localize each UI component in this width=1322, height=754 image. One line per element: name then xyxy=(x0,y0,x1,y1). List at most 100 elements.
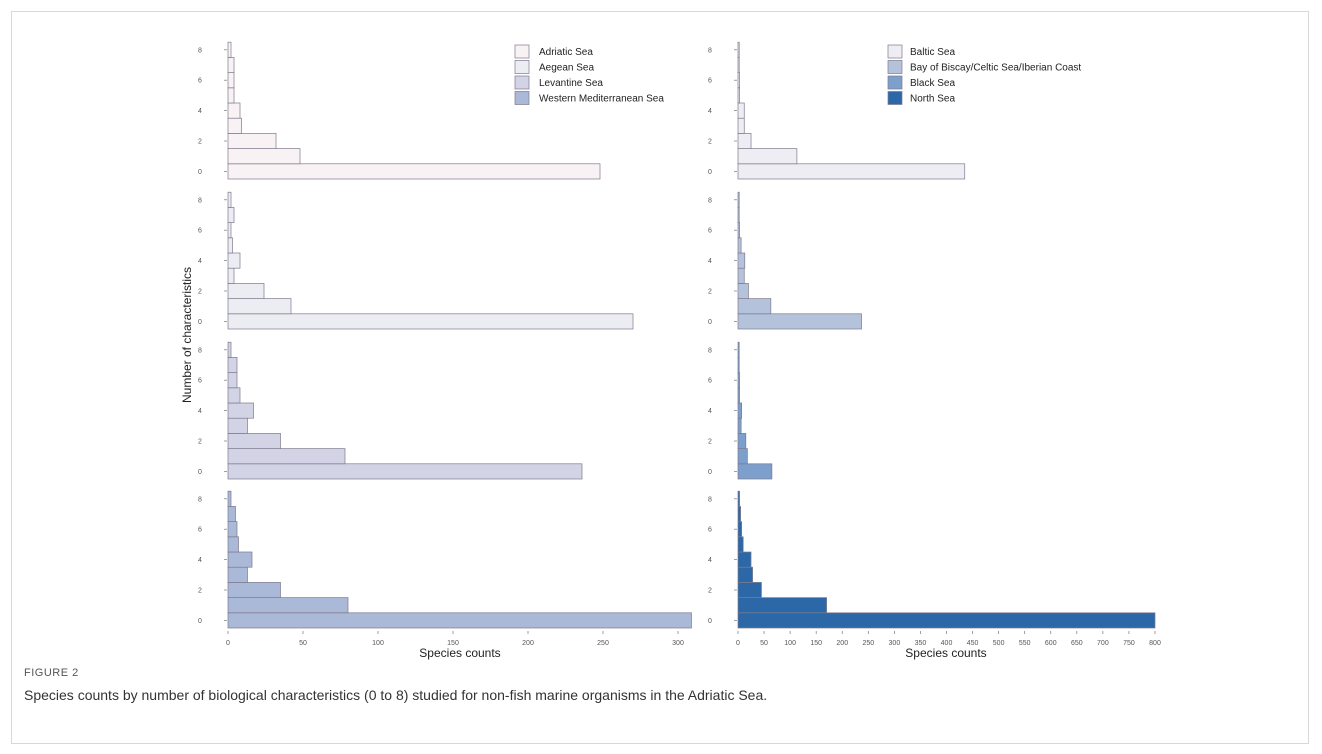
y-tick-label: 0 xyxy=(708,169,712,176)
x-tick-label: 550 xyxy=(1019,640,1031,647)
bar xyxy=(227,612,692,629)
x-tick-label: 650 xyxy=(1071,640,1083,647)
bar xyxy=(737,313,862,330)
bar xyxy=(737,191,740,208)
y-tick-label: 0 xyxy=(708,618,712,625)
bar xyxy=(227,313,634,330)
legend-swatch xyxy=(887,60,903,74)
bar xyxy=(227,341,232,358)
bar xyxy=(227,133,277,149)
bar xyxy=(737,506,741,522)
bar xyxy=(737,566,753,583)
bar xyxy=(227,117,242,134)
bar xyxy=(737,372,740,389)
bar xyxy=(227,148,301,165)
x-axis-2: 0 50 100 150 200 250 300 350 400 450 500 550 600 650 7… xyxy=(736,631,1161,647)
x-tick-label: 200 xyxy=(836,640,848,647)
panel-2-1: 0 2 4 6 8 xyxy=(708,41,966,180)
bar xyxy=(737,148,798,165)
y-tick-label: 8 xyxy=(708,197,712,204)
bar xyxy=(737,551,752,568)
legend-label: Western Mediterranean Sea xyxy=(539,94,664,105)
y-tick-label: 8 xyxy=(708,47,712,54)
y-tick-label: 6 xyxy=(708,378,712,385)
bar xyxy=(737,163,966,180)
y-tick-label: 0 xyxy=(198,469,202,476)
y-tick-label: 0 xyxy=(198,319,202,326)
y-tick-label: 8 xyxy=(708,347,712,354)
x-tick-label: 0 xyxy=(736,640,740,647)
bar xyxy=(227,490,232,507)
bar xyxy=(227,207,235,223)
legend-label: Baltic Sea xyxy=(910,47,955,58)
x-axis-1: 0 50 100 150 200 250 300 xyxy=(226,631,684,647)
bar xyxy=(737,283,749,299)
figure-label: FIGURE 2 xyxy=(24,667,79,679)
x-tick-label: 100 xyxy=(784,640,796,647)
y-tick-label: 6 xyxy=(708,78,712,85)
x-tick-label: 50 xyxy=(299,640,307,647)
bar xyxy=(737,417,742,434)
panel-2-4: 0 2 4 6 8 xyxy=(708,490,1156,629)
y-tick-label: 2 xyxy=(198,439,202,446)
legend-2: Baltic Sea Bay of Biscay/Celtic Sea/Iberi… xyxy=(887,44,1081,105)
bar xyxy=(227,357,238,373)
y-tick-label: 0 xyxy=(198,618,202,625)
y-tick-label: 2 xyxy=(708,139,712,146)
legend-label: Adriatic Sea xyxy=(539,47,593,58)
bar xyxy=(737,237,742,254)
bar xyxy=(227,298,292,315)
bar xyxy=(737,433,747,449)
y-tick-label: 8 xyxy=(198,47,202,54)
y-tick-label: 6 xyxy=(198,378,202,385)
bar xyxy=(227,41,232,58)
panel-1-1: 0 2 4 6 8 xyxy=(198,41,601,180)
x-tick-label: 450 xyxy=(967,640,979,647)
bar xyxy=(227,163,601,180)
y-tick-label: 6 xyxy=(708,228,712,235)
y-tick-label: 0 xyxy=(198,169,202,176)
bar xyxy=(227,597,349,614)
bar xyxy=(737,133,752,149)
legend-swatch xyxy=(514,91,530,105)
legend-label: North Sea xyxy=(910,94,955,105)
bar xyxy=(737,57,740,73)
bar xyxy=(737,41,740,58)
y-tick-label: 2 xyxy=(198,289,202,296)
bar xyxy=(227,372,238,389)
legend-1: Adriatic Sea Aegean Sea Levantine Sea Weste… xyxy=(514,44,664,105)
bar xyxy=(737,72,740,89)
legend-label: Aegean Sea xyxy=(539,63,594,74)
panel-2-2: 0 2 4 6 8 xyxy=(708,191,862,330)
bar xyxy=(227,402,254,419)
bar xyxy=(737,341,740,358)
legend-swatch xyxy=(887,44,903,59)
bar xyxy=(227,582,281,598)
y-tick-label: 4 xyxy=(708,108,712,115)
x-tick-label: 300 xyxy=(672,640,684,647)
bar xyxy=(737,387,740,404)
y-tick-label: 2 xyxy=(708,289,712,296)
bar xyxy=(227,283,265,299)
bar xyxy=(737,252,746,269)
bar xyxy=(737,597,827,614)
bar xyxy=(227,87,235,104)
y-axis-title: Number of characteristics xyxy=(180,267,194,403)
bar xyxy=(227,417,248,434)
y-tick-label: 4 xyxy=(198,408,202,415)
legend-label: Bay of Biscay/Celtic Sea/Iberian Coast xyxy=(910,63,1081,74)
y-tick-label: 2 xyxy=(708,439,712,446)
bar xyxy=(227,72,235,89)
legend-swatch xyxy=(514,44,530,59)
y-tick-label: 8 xyxy=(198,347,202,354)
y-tick-label: 6 xyxy=(198,228,202,235)
y-tick-label: 2 xyxy=(198,588,202,595)
x-tick-label: 250 xyxy=(862,640,874,647)
bar xyxy=(227,102,241,119)
bar xyxy=(737,612,1156,629)
bar xyxy=(737,222,740,239)
y-tick-label: 6 xyxy=(198,527,202,534)
x-tick-label: 400 xyxy=(941,640,953,647)
x-tick-label: 600 xyxy=(1045,640,1057,647)
